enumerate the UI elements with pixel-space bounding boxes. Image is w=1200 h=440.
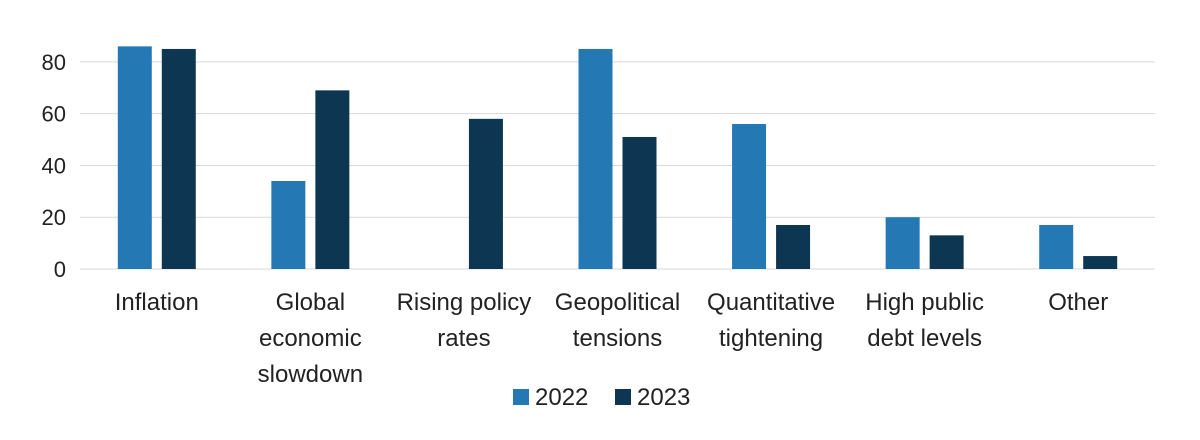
bar-2023-0 — [161, 48, 196, 269]
bar-2023-4 — [776, 224, 811, 269]
x-category-label: Quantitative tightening — [707, 289, 835, 352]
x-category-label-line: Inflation — [115, 289, 199, 316]
bar-2022-6 — [1039, 224, 1074, 269]
legend-label-2022: 2022 — [535, 384, 588, 411]
legend-swatch-2023 — [615, 389, 631, 405]
x-category-label: High public debt levels — [865, 289, 984, 352]
x-category-label-line: rates — [437, 325, 490, 352]
y-tick-label: 20 — [42, 205, 66, 230]
bar-2022-4 — [732, 124, 767, 270]
x-category-label-line: High public — [865, 289, 984, 316]
x-category-label-line: tightening — [719, 325, 823, 352]
bar-2023-5 — [929, 235, 964, 269]
x-category-label-line: Geopolitical — [555, 289, 680, 316]
legend-label-2023: 2023 — [637, 384, 690, 411]
x-category-label-line: Quantitative — [707, 289, 835, 316]
x-category-label: Inflation — [115, 289, 199, 316]
bar-2022-5 — [885, 217, 920, 269]
y-tick-label: 40 — [42, 153, 66, 178]
x-category-label-line: Global — [276, 289, 345, 316]
x-category-label-line: tensions — [573, 325, 662, 352]
bar-2022-1 — [271, 180, 306, 269]
y-tick-label: 80 — [42, 50, 66, 75]
x-category-label-line: Rising policy — [397, 289, 532, 316]
x-category-label-line: slowdown — [258, 361, 363, 388]
legend-swatch-2022 — [513, 389, 529, 405]
x-category-label: Geopolitical tensions — [555, 289, 680, 352]
x-category-label: Global economic slowdown — [258, 289, 363, 388]
x-category-label-line: debt levels — [867, 325, 982, 352]
y-tick-label: 0 — [54, 257, 66, 282]
x-category-label: Other — [1048, 289, 1108, 316]
bar-2023-6 — [1083, 256, 1118, 269]
bar-2022-3 — [578, 48, 613, 269]
y-tick-label: 60 — [42, 102, 66, 127]
x-category-label: Rising policy rates — [397, 289, 532, 352]
bar-2023-1 — [315, 90, 350, 269]
x-category-label-line: economic — [259, 325, 362, 352]
bar-2022-0 — [117, 46, 152, 269]
x-category-label-line: Other — [1048, 289, 1108, 316]
bar-2023-3 — [622, 136, 657, 269]
bar-2023-2 — [468, 118, 503, 269]
